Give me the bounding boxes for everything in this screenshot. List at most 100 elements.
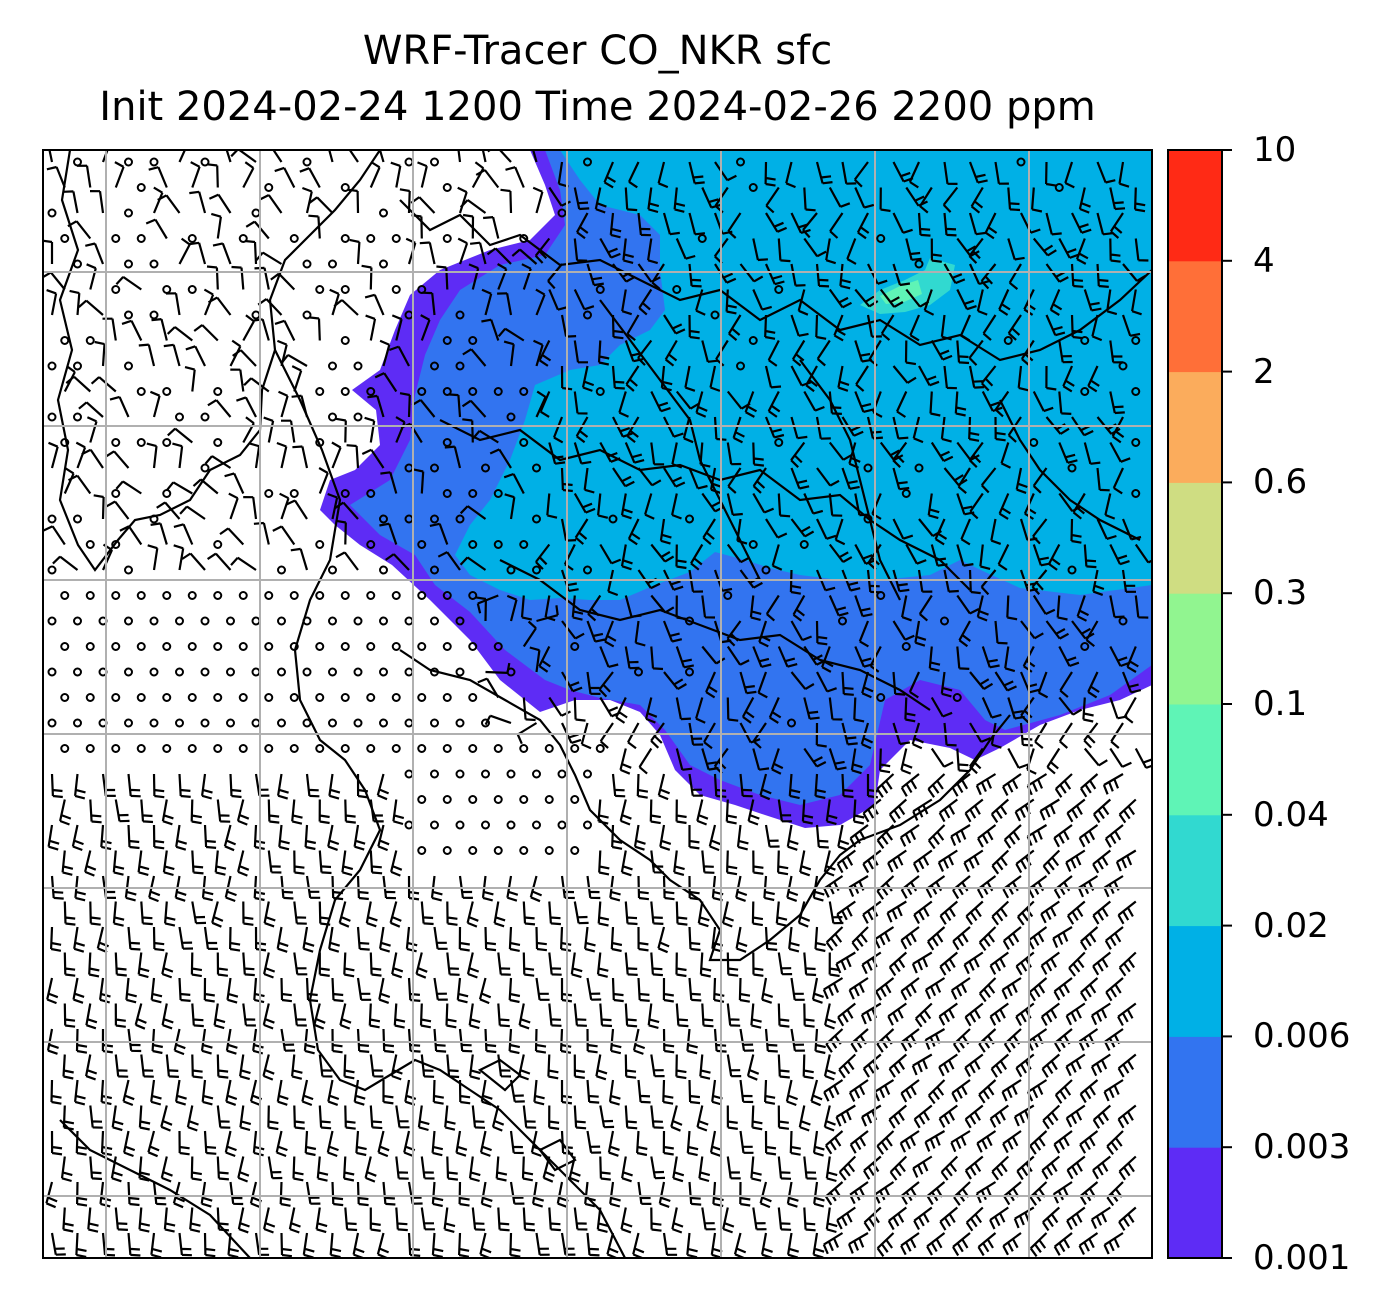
wind-barb	[1104, 824, 1124, 848]
calm-wind-marker	[187, 591, 197, 600]
wind-barb	[816, 518, 837, 540]
wind-barb	[267, 1156, 283, 1180]
wind-barb	[849, 824, 869, 848]
wind-barb	[472, 429, 499, 444]
calm-wind-marker	[391, 744, 401, 753]
wind-barb	[940, 314, 952, 341]
wind-barb	[201, 875, 214, 902]
wind-barb	[1087, 671, 1100, 699]
wind-barb	[1109, 544, 1130, 566]
wind-barb	[152, 773, 165, 799]
wind-barb	[815, 314, 827, 340]
calm-wind-marker	[328, 412, 337, 422]
wind-barb	[1015, 849, 1035, 874]
wind-barb	[627, 518, 641, 546]
calm-wind-marker	[379, 718, 388, 728]
wind-barb	[63, 467, 75, 494]
wind-barb	[790, 977, 805, 1001]
colorbar-segment	[1168, 1147, 1222, 1259]
wind-barb	[1017, 365, 1029, 392]
wind-barb	[338, 901, 351, 928]
wind-barb	[619, 799, 632, 826]
calm-wind-marker	[238, 744, 248, 753]
wind-barb	[518, 1003, 531, 1030]
wind-barb	[160, 1156, 173, 1183]
wind-barb	[848, 442, 861, 469]
wind-barb	[127, 773, 141, 798]
wind-barb	[636, 1130, 648, 1157]
wind-barb	[647, 1003, 660, 1029]
calm-wind-marker	[340, 744, 350, 753]
wind-barb	[459, 505, 487, 520]
wind-barb	[178, 1232, 192, 1257]
wind-barb	[1121, 671, 1142, 694]
wind-barb	[365, 901, 378, 928]
calm-wind-marker	[175, 616, 184, 626]
wind-barb	[876, 1130, 895, 1155]
wind-barb	[156, 501, 181, 520]
calm-wind-marker	[149, 667, 159, 677]
wind-barb	[343, 1156, 355, 1182]
wind-barb	[573, 187, 590, 211]
wind-barb	[886, 900, 907, 923]
wind-barb	[84, 850, 97, 877]
wind-barb	[468, 1003, 481, 1030]
wind-barb	[1109, 238, 1121, 263]
title-line-2: Init 2024-02-24 1200 Time 2024-02-26 220…	[99, 84, 1096, 130]
calm-wind-marker	[1131, 438, 1141, 447]
wind-barb	[1013, 1104, 1035, 1127]
wind-barb	[887, 849, 907, 873]
wind-barb	[586, 263, 604, 287]
wind-barb	[63, 365, 76, 393]
wind-barb	[328, 150, 334, 163]
calm-wind-marker	[442, 744, 452, 753]
wind-barb	[603, 161, 616, 189]
wind-barb	[989, 1206, 1009, 1230]
calm-wind-marker	[1118, 361, 1128, 371]
wind-barb	[761, 977, 774, 1004]
colorbar-tick-label: 0.04	[1253, 794, 1329, 835]
calm-wind-marker	[468, 642, 478, 651]
calm-wind-marker	[455, 820, 465, 830]
wind-barb	[318, 799, 330, 825]
calm-wind-marker	[876, 234, 886, 243]
wind-barb	[280, 1028, 296, 1052]
wind-barb	[459, 556, 487, 571]
wind-barb	[1076, 595, 1089, 622]
wind-barb	[374, 372, 398, 393]
wind-barb	[1079, 1079, 1099, 1104]
wind-barb	[765, 594, 780, 622]
calm-wind-marker	[366, 693, 376, 702]
wind-barb	[162, 850, 175, 877]
wind-barb	[509, 1232, 521, 1258]
wind-barb	[657, 926, 670, 954]
wind-barb	[956, 340, 970, 365]
wind-barb	[150, 1232, 163, 1258]
wind-barb	[379, 339, 391, 367]
wind-barb	[484, 1028, 497, 1054]
calm-wind-marker	[430, 157, 439, 167]
wind-barb	[267, 799, 280, 824]
wind-barb	[786, 875, 799, 902]
wind-barb	[329, 1232, 342, 1258]
wind-barb	[722, 1207, 735, 1234]
wind-barb	[1083, 442, 1101, 465]
wind-barb	[688, 161, 705, 185]
wind-barb	[952, 926, 971, 951]
colorbar-tick-label: 2	[1253, 351, 1275, 392]
wind-barb	[764, 1130, 777, 1156]
wind-barb	[225, 1028, 238, 1055]
wind-barb	[497, 1054, 512, 1078]
wind-barb	[726, 1003, 741, 1027]
colorbar-tick-label: 10	[1253, 130, 1297, 170]
calm-wind-marker	[417, 744, 427, 753]
wind-barb	[276, 441, 288, 469]
wind-barb	[701, 1003, 714, 1028]
wind-barb	[938, 1053, 958, 1077]
wind-barb	[675, 901, 688, 926]
colorbar-segment	[1168, 925, 1222, 1037]
wind-barb	[478, 977, 492, 1005]
wind-barb	[791, 339, 806, 367]
calm-wind-marker	[47, 718, 57, 728]
wind-barb	[675, 799, 687, 825]
